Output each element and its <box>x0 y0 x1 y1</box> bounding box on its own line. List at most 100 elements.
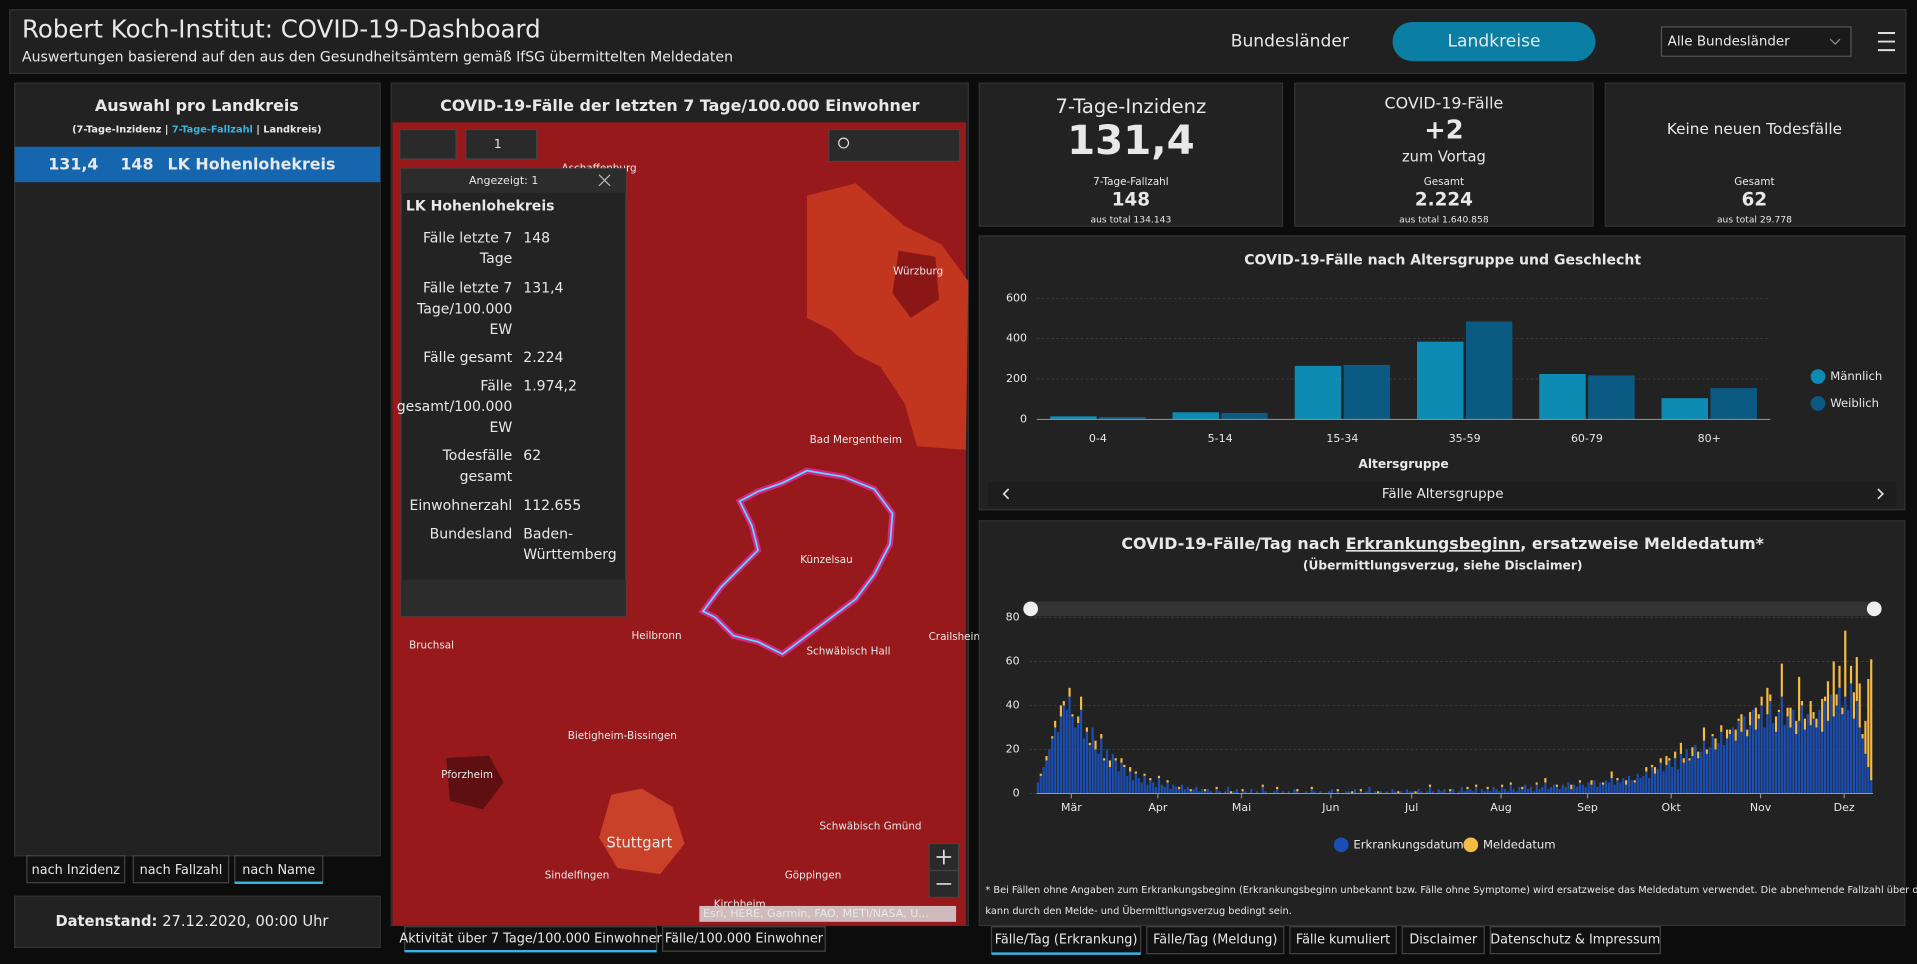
arrows <box>1002 488 1885 500</box>
bottom-tab[interactable] <box>1489 926 1661 955</box>
bar <box>1255 791 1259 794</box>
bar <box>1204 789 1207 792</box>
popup-header: Angezeigt: 1 <box>469 174 538 187</box>
dropdown-text[interactable]: Alle Bundesländer <box>1668 35 1791 50</box>
bar <box>1483 791 1486 794</box>
field-label: Fälle <box>480 378 512 394</box>
bar <box>1538 789 1541 794</box>
nav-landkreise[interactable]: Landkreise <box>1448 32 1541 52</box>
field-value: 148 <box>523 230 550 246</box>
legend-label: Weiblich <box>1830 396 1879 410</box>
selected-row[interactable] <box>14 146 381 183</box>
bar <box>1368 786 1371 794</box>
bar <box>1154 786 1158 794</box>
bottom-tab-label[interactable]: Fälle/Tag (Erkrankung) <box>995 933 1138 948</box>
sort-tab-label[interactable]: nach Fallzahl <box>140 863 223 878</box>
map-tab-label[interactable]: Fälle/100.000 Einwohner <box>665 931 824 946</box>
map-tab-label[interactable]: Aktivität über 7 Tage/100.000 Einwohner <box>399 931 662 946</box>
bar <box>1573 784 1576 794</box>
bar <box>1051 738 1054 794</box>
bar <box>1734 740 1737 794</box>
bar <box>1544 778 1547 783</box>
bar <box>1405 789 1409 794</box>
bottom-tab[interactable] <box>1289 926 1397 955</box>
bottom-tab-label[interactable]: Fälle/Tag (Meldung) <box>1153 933 1277 948</box>
field-label: Bundesland <box>430 526 513 542</box>
bottom-tab[interactable] <box>1146 926 1285 955</box>
bar <box>1042 767 1045 794</box>
slider-handle[interactable] <box>1866 601 1882 617</box>
bar <box>1691 756 1694 794</box>
bar <box>1129 767 1132 772</box>
bar <box>1769 694 1772 702</box>
bar <box>1108 767 1112 794</box>
bar <box>1757 714 1760 719</box>
popup-head <box>401 168 626 194</box>
bottom-tab[interactable] <box>1401 926 1485 955</box>
daily-panel <box>978 520 1906 927</box>
nav-bundeslaender[interactable]: Bundesländer <box>1231 32 1350 52</box>
bar <box>1607 782 1610 794</box>
bar <box>1062 705 1065 794</box>
bar <box>1408 791 1411 794</box>
map-tools[interactable] <box>828 128 961 162</box>
bar <box>1365 791 1368 794</box>
map-toolbar[interactable] <box>399 128 457 160</box>
bottom-tab-label[interactable]: Disclaimer <box>1409 933 1478 948</box>
map-tab[interactable] <box>662 926 826 952</box>
bar <box>1625 780 1628 785</box>
bar <box>1795 734 1798 794</box>
sort-tab[interactable] <box>132 855 230 884</box>
bar <box>1140 782 1143 794</box>
bar <box>1832 716 1835 794</box>
y-tick-label: 40 <box>1006 698 1020 711</box>
bar <box>1281 791 1285 794</box>
bar <box>1394 791 1397 794</box>
bar <box>1532 791 1535 794</box>
bar <box>1725 729 1729 739</box>
bar <box>1855 657 1858 702</box>
bar <box>1449 789 1452 792</box>
bar <box>1472 791 1475 794</box>
bar <box>1809 701 1812 726</box>
bar <box>1688 758 1691 761</box>
bar <box>1486 786 1489 790</box>
bottom-tab-label[interactable]: Fälle kumuliert <box>1296 933 1390 948</box>
age-footer <box>987 481 1897 507</box>
field-label: Fälle gesamt <box>423 350 512 366</box>
dropdown-arrow <box>1829 38 1841 45</box>
bar <box>1749 725 1752 794</box>
place-label: Bad Mergentheim <box>810 434 902 446</box>
field-value: 1.974,2 <box>523 378 577 394</box>
sort-tab[interactable] <box>26 855 126 884</box>
bar <box>1650 767 1654 794</box>
bar <box>1120 758 1123 763</box>
bar <box>1630 780 1633 794</box>
sort-tab-label[interactable]: nach Name <box>242 863 315 878</box>
kpi-sub-value: 62 <box>1742 190 1768 211</box>
map-tab[interactable] <box>404 926 658 952</box>
bottom-tab-label[interactable]: Datenschutz & Impressum <box>1490 933 1660 948</box>
range-slider <box>1030 601 1877 617</box>
selection-tool[interactable] <box>465 128 538 160</box>
slider-handle[interactable] <box>1023 601 1038 617</box>
bar <box>1593 780 1596 794</box>
bottom-tab[interactable] <box>990 926 1142 955</box>
bar <box>1195 786 1198 794</box>
place-label: Stuttgart <box>606 835 672 852</box>
zoom-out[interactable] <box>928 869 960 898</box>
bar <box>1117 771 1120 794</box>
sort-tab-label[interactable]: nach Inzidenz <box>32 863 121 878</box>
bar <box>1578 780 1582 783</box>
bar <box>1518 786 1521 794</box>
bar <box>1867 767 1870 794</box>
bar <box>1077 723 1080 794</box>
footnote: * Bei Fällen ohne Angaben zum Erkrankung… <box>985 885 1917 896</box>
kpi-value: +2 <box>1424 115 1463 145</box>
bar <box>1166 782 1169 794</box>
bar <box>1731 727 1734 794</box>
bar <box>1661 398 1708 420</box>
kpi-caption: zum Vortag <box>1402 149 1486 166</box>
bar <box>1241 789 1244 792</box>
